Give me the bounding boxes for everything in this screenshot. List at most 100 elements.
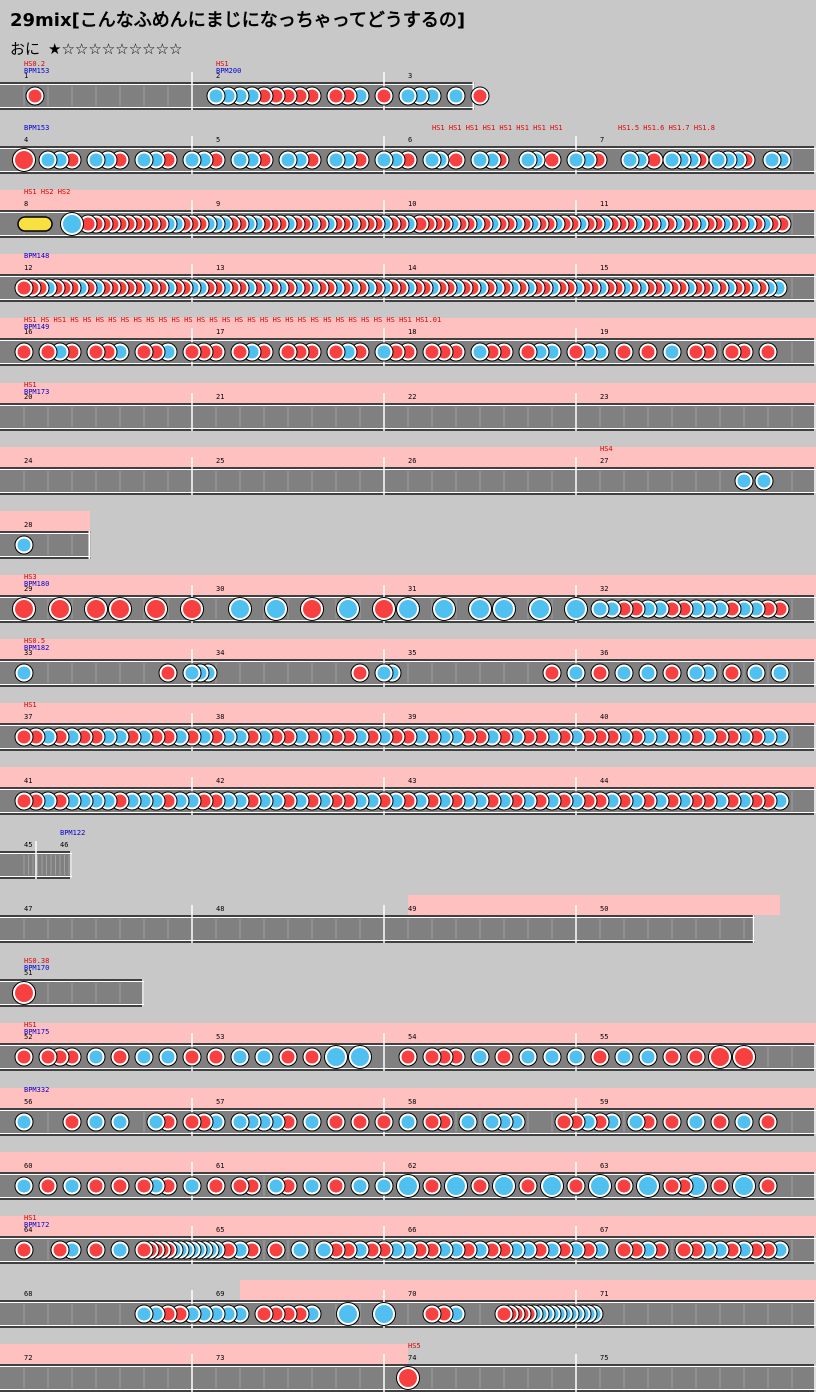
ka-note-face [233, 1115, 247, 1129]
don-note-face [401, 1050, 415, 1064]
measure-number: 1 [24, 72, 28, 80]
don-note-face [209, 1050, 223, 1064]
don-note-face [665, 1179, 679, 1193]
don-note-face [473, 1179, 487, 1193]
don-note-face [53, 1243, 67, 1257]
don-note-face [521, 1179, 535, 1193]
scroll-speed-label: HS1 HS1 HS1 HS1 HS1 HS1 HS1 HS1 [432, 124, 563, 132]
don-note-face [617, 1243, 631, 1257]
don-note-face [665, 666, 679, 680]
don-note-face [257, 1307, 271, 1321]
don-note-face [377, 89, 391, 103]
don-note-face [281, 345, 295, 359]
ka-note-face [447, 1177, 465, 1195]
ka-note-face [305, 1179, 319, 1193]
scroll-speed-label: HS0.38 [24, 957, 49, 965]
ka-note-face [623, 153, 637, 167]
ka-note-face [737, 1115, 751, 1129]
don-note-face [113, 1179, 127, 1193]
measure-number: 20 [24, 393, 32, 401]
chart-row: 37 38 39 40 HS1 [0, 701, 816, 751]
scroll-speed-label: HS1 [216, 60, 229, 68]
measure-number: 24 [24, 457, 32, 465]
don-note-face [281, 1050, 295, 1064]
don-note-face [677, 1243, 691, 1257]
don-note-face [353, 666, 367, 680]
don-note-face [545, 153, 559, 167]
measure-number: 61 [216, 1162, 224, 1170]
measure-number: 3 [408, 72, 412, 80]
don-note-face [41, 1179, 55, 1193]
ka-note-face [521, 1050, 535, 1064]
measure-number: 6 [408, 136, 412, 144]
ka-note-face [17, 1179, 31, 1193]
don-note-face [147, 600, 165, 618]
gogo-band [0, 1088, 816, 1108]
measure-number: 52 [24, 1033, 32, 1041]
measure-number: 28 [24, 521, 32, 529]
ka-note-face [689, 666, 703, 680]
measure-number: 23 [600, 393, 608, 401]
ka-note-face [41, 153, 55, 167]
don-note-face [113, 1050, 127, 1064]
don-note-face [137, 1179, 151, 1193]
drumroll-note [17, 216, 53, 232]
ka-note-face [327, 1048, 345, 1066]
ka-note-face [521, 153, 535, 167]
don-note-face [725, 666, 739, 680]
don-note-face [375, 600, 393, 618]
don-note-face [28, 89, 42, 103]
don-note-face [183, 600, 201, 618]
don-note-face [209, 1179, 223, 1193]
measure-number: 44 [600, 777, 608, 785]
gogo-band [0, 254, 816, 274]
don-note-face [89, 1243, 103, 1257]
ka-note-face [351, 1048, 369, 1066]
ka-note-face [629, 1115, 643, 1129]
ka-note-face [401, 1115, 415, 1129]
chart-row: 28 [0, 511, 91, 559]
gogo-band [0, 1344, 408, 1364]
measure-number: 19 [600, 328, 608, 336]
don-note-face [425, 1115, 439, 1129]
don-note-face [497, 1050, 511, 1064]
scroll-speed-label: HS4 [600, 445, 613, 453]
ka-note-face [185, 1179, 199, 1193]
chart-row: 41 42 43 44 [0, 767, 816, 815]
measure-number: 51 [24, 969, 32, 977]
measure-number: 21 [216, 393, 224, 401]
don-note-face [593, 666, 607, 680]
ka-note-face [233, 153, 247, 167]
don-note-face [329, 345, 343, 359]
don-note-face [87, 600, 105, 618]
measure-number: 16 [24, 328, 32, 336]
ka-note-face [641, 1050, 655, 1064]
bpm-label: BPM149 [24, 323, 49, 331]
measure-number: 60 [24, 1162, 32, 1170]
don-note-face [665, 1050, 679, 1064]
don-note-face [269, 1243, 283, 1257]
measure-number: 35 [408, 649, 416, 657]
measure-number: 9 [216, 200, 220, 208]
don-note-face [17, 1243, 31, 1257]
measure-number: 46 [60, 841, 68, 849]
measure-number: 2 [216, 72, 220, 80]
don-note-face [185, 1050, 199, 1064]
ka-note-face [757, 474, 771, 488]
don-note-face [17, 1050, 31, 1064]
don-note-face [713, 1179, 727, 1193]
scroll-speed-label: HS0.2 [24, 60, 45, 68]
ka-note-face [641, 666, 655, 680]
don-note-face [41, 345, 55, 359]
ka-note-face [665, 153, 679, 167]
don-note-face [185, 345, 199, 359]
don-note-face [735, 1048, 753, 1066]
gogo-band [0, 383, 816, 403]
ka-note-face [377, 666, 391, 680]
ka-note-face [617, 1050, 631, 1064]
ka-note-face [185, 666, 199, 680]
scroll-speed-label: HS1 [24, 1021, 37, 1029]
ka-note-face [17, 666, 31, 680]
chart-row: 68 69 70 71 [0, 1280, 816, 1328]
